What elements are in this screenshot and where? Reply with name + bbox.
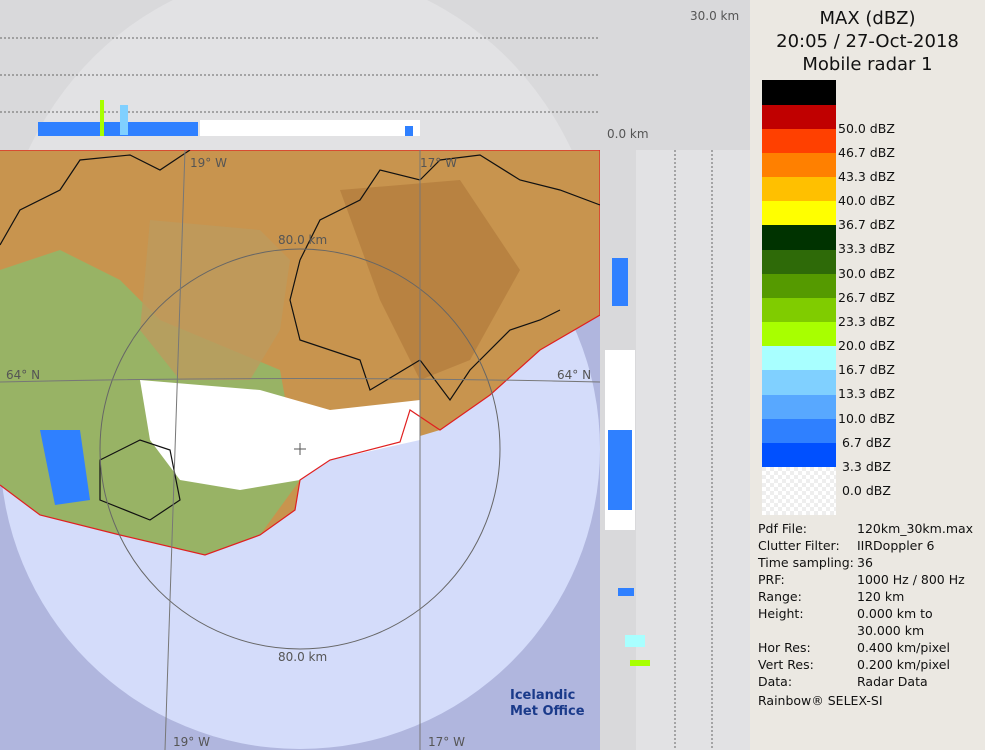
lon-label-bottom-right: 17° W	[428, 735, 465, 749]
legend-swatch	[762, 105, 836, 129]
legend-swatch	[762, 250, 836, 274]
legend-swatch	[762, 177, 836, 201]
imo-logo: Icelandic Met Office	[510, 688, 585, 719]
legend-swatch	[762, 225, 836, 250]
legend-label: 3.3 dBZ	[838, 459, 891, 474]
product-title: MAX (dBZ)	[819, 8, 916, 29]
info-value: 0.000 km to	[857, 606, 933, 621]
legend-label: 36.7 dBZ	[838, 217, 895, 232]
legend-label: 0.0 dBZ	[838, 483, 891, 498]
ns-cross-section: 30.0 km 0.0 km	[0, 0, 750, 150]
info-value: IIRDoppler 6	[857, 538, 935, 553]
info-row: Time sampling: 36	[758, 555, 873, 570]
legend-label: 26.7 dBZ	[838, 290, 895, 305]
legend-label: 46.7 dBZ	[838, 145, 895, 160]
legend-swatch	[762, 129, 836, 153]
info-key: Hor Res:	[758, 640, 811, 655]
lat-label-left: 64° N	[6, 368, 41, 382]
legend-swatch	[762, 443, 836, 467]
info-key: Range:	[758, 589, 802, 604]
legend-label: 40.0 dBZ	[838, 193, 895, 208]
ring-label-bottom: 80.0 km	[278, 650, 328, 664]
info-value: 0.400 km/pixel	[857, 640, 950, 655]
legend-label: 16.7 dBZ	[838, 362, 895, 377]
legend-swatch	[762, 153, 836, 177]
legend-swatch	[762, 467, 836, 515]
info-row: Vert Res: 0.200 km/pixel	[758, 657, 950, 672]
legend-swatch	[762, 298, 836, 322]
info-key: Vert Res:	[758, 657, 814, 672]
legend-swatch	[762, 201, 836, 225]
info-row: PRF: 1000 Hz / 800 Hz	[758, 572, 965, 587]
ring-label-top: 80.0 km	[278, 233, 328, 247]
legend-label: 10.0 dBZ	[838, 411, 895, 426]
legend-label: 33.3 dBZ	[838, 241, 895, 256]
info-key: Pdf File:	[758, 521, 807, 536]
info-value: 120 km	[857, 589, 905, 604]
lon-label-top-left: 19° W	[190, 156, 227, 170]
legend-swatch	[762, 370, 836, 395]
info-row: Hor Res: 0.400 km/pixel	[758, 640, 950, 655]
lon-label-top-right: 17° W	[420, 156, 457, 170]
ew-cross-section	[600, 150, 750, 750]
legend-swatch	[762, 395, 836, 419]
info-row: Range: 120 km	[758, 589, 904, 604]
lon-label-bottom-left: 19° W	[173, 735, 210, 749]
info-value: 1000 Hz / 800 Hz	[857, 572, 965, 587]
info-row: Pdf File: 120km_30km.max	[758, 521, 973, 536]
info-value: 0.200 km/pixel	[857, 657, 950, 672]
info-key: Data:	[758, 674, 793, 689]
legend-swatch	[762, 346, 836, 370]
info-key: Height:	[758, 606, 804, 621]
info-value: 30.000 km	[857, 623, 925, 638]
legend-label: 13.3 dBZ	[838, 386, 895, 401]
radar-map[interactable]: 80.0 km 80.0 km 64° N 64° N 19° W 17° W …	[0, 150, 600, 750]
legend-label: 6.7 dBZ	[838, 435, 891, 450]
info-row: Height: 0.000 km to	[758, 606, 933, 621]
legend-label: 20.0 dBZ	[838, 338, 895, 353]
legend-swatch	[762, 419, 836, 443]
legend-swatch	[762, 274, 836, 298]
info-row: Data: Radar Data	[758, 674, 928, 689]
legend-label: 43.3 dBZ	[838, 169, 895, 184]
datetime: 20:05 / 27-Oct-2018	[776, 31, 959, 52]
legend-label: 50.0 dBZ	[838, 121, 895, 136]
lat-label-right: 64° N	[557, 368, 592, 382]
radar-name: Mobile radar 1	[802, 54, 933, 75]
info-key: Clutter Filter:	[758, 538, 840, 553]
info-value: 120km_30km.max	[857, 521, 974, 536]
info-key: Time sampling:	[758, 555, 854, 570]
legend-label: 30.0 dBZ	[838, 266, 895, 281]
legend-swatch	[762, 322, 836, 346]
legend-label: 23.3 dBZ	[838, 314, 895, 329]
top-scale-label: 30.0 km	[690, 9, 740, 23]
legend-panel: MAX (dBZ) 20:05 / 27-Oct-2018 Mobile rad…	[750, 0, 985, 750]
footer-credit: Rainbow® SELEX-SI	[758, 693, 883, 708]
info-value: 36	[857, 555, 873, 570]
info-row: Clutter Filter: IIRDoppler 6	[758, 538, 934, 553]
info-key: PRF:	[758, 572, 785, 587]
right-scale-label: 0.0 km	[607, 127, 649, 141]
legend-swatch	[762, 80, 836, 105]
info-value: Radar Data	[857, 674, 928, 689]
